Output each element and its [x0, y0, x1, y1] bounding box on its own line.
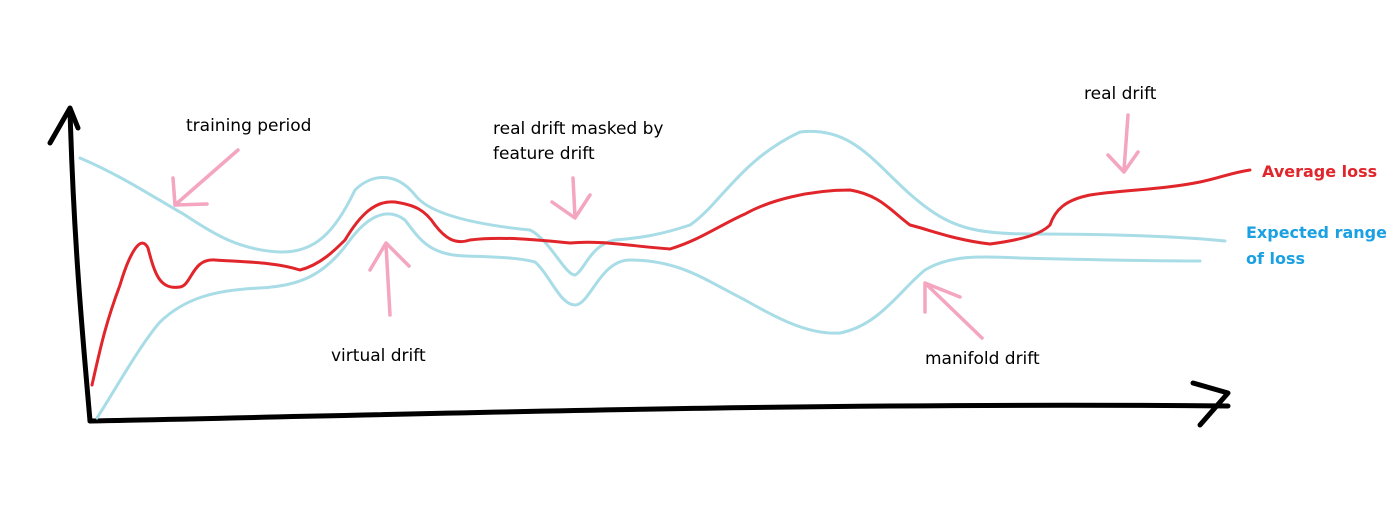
label-virtual-drift: virtual drift	[331, 346, 426, 366]
expected-range-lower	[95, 212, 1202, 420]
arrow-manifold-drift	[923, 281, 984, 340]
label-real-drift-masked-line1: real drift masked by	[493, 119, 664, 139]
x-axis-arrowhead	[1190, 380, 1231, 428]
label-manifold-drift: manifold drift	[925, 349, 1040, 369]
label-real-drift: real drift	[1084, 84, 1157, 104]
legend-expected-range-line1: Expected range	[1246, 223, 1386, 242]
label-training-period: training period	[186, 116, 312, 136]
annotation-arrows	[171, 113, 1140, 340]
y-axis	[67, 107, 93, 424]
expected-range-band	[78, 129, 1227, 420]
expected-range-upper	[78, 129, 1227, 277]
arrow-real-drift	[1106, 113, 1140, 174]
average-loss-line	[90, 168, 1252, 387]
y-axis-arrowhead	[47, 105, 81, 146]
legend-expected-range-line2: of loss	[1246, 249, 1306, 268]
arrow-real-drift-masked	[550, 176, 592, 220]
x-axis	[87, 402, 1231, 424]
axes	[47, 105, 1231, 428]
label-real-drift-masked-line2: feature drift	[493, 144, 595, 164]
legend-average-loss: Average loss	[1262, 162, 1378, 181]
arrow-training-period	[171, 148, 240, 207]
arrow-virtual-drift	[368, 241, 411, 317]
